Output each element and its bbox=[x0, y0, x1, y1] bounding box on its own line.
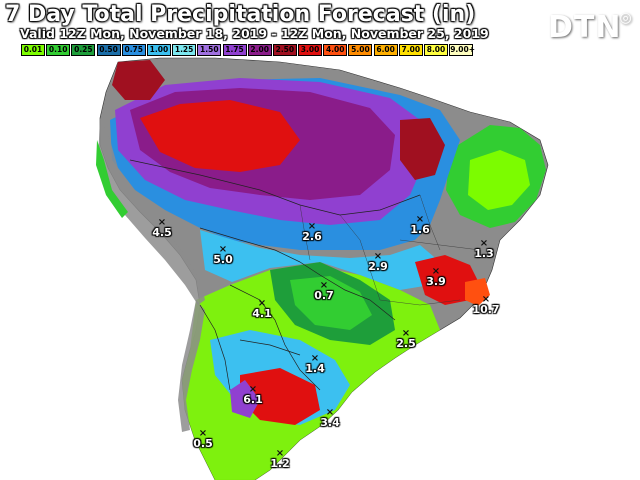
state-borders bbox=[299, 194, 481, 306]
map-title: 7 Day Total Precipitation Forecast (in) bbox=[5, 2, 476, 27]
andes-dry-strip bbox=[98, 118, 205, 305]
country-borders bbox=[129, 159, 421, 391]
station-marker-icon: × bbox=[374, 251, 382, 262]
station-marker-icon: × bbox=[308, 221, 316, 232]
point-value-label: 1.4 bbox=[305, 362, 325, 375]
point-value-label: 3.9 bbox=[426, 275, 446, 288]
precip-zone-red-southeast bbox=[415, 255, 480, 305]
point-value-label: 4.5 bbox=[152, 226, 172, 239]
legend-swatch: 5.00 bbox=[348, 44, 373, 56]
dtn-logo-text: DTN bbox=[548, 10, 622, 45]
legend-swatch: 3.00 bbox=[298, 44, 323, 56]
station-marker-icon: × bbox=[258, 298, 266, 309]
valid-period: Valid 12Z Mon, November 18, 2019 - 12Z M… bbox=[20, 26, 489, 41]
legend-swatch: 1.25 bbox=[172, 44, 197, 56]
station-marker-icon: × bbox=[311, 353, 319, 364]
precip-zone-purple-south bbox=[230, 380, 260, 418]
legend-swatch: 2.50 bbox=[272, 44, 297, 56]
station-marker-icon: × bbox=[432, 266, 440, 277]
precip-zone-green-northeast-light bbox=[468, 150, 530, 210]
precip-zone-green-central-light bbox=[290, 276, 372, 330]
precip-zone-orange-coast bbox=[465, 278, 490, 306]
point-value-label: 2.6 bbox=[302, 230, 322, 243]
precip-zone-red-peru bbox=[112, 60, 165, 100]
station-marker-icon: × bbox=[249, 384, 257, 395]
station-marker-icon: × bbox=[402, 328, 410, 339]
legend-swatch: 7.00 bbox=[398, 44, 423, 56]
point-value-label: 2.9 bbox=[368, 260, 388, 273]
legend-swatch: 8.00 bbox=[424, 44, 448, 56]
point-value-label: 10.7 bbox=[472, 303, 500, 316]
legend-swatch: 6.00 bbox=[373, 44, 398, 56]
andes-dry-strip-south bbox=[178, 300, 205, 432]
legend-swatch: 0.75 bbox=[121, 44, 146, 56]
station-marker-icon: × bbox=[219, 244, 227, 255]
precipitation-legend: 0.01 0.10 0.25 0.50 0.75 1.00 1.25 1.50 1.75 2.00… bbox=[21, 44, 475, 56]
point-value-label: 0.5 bbox=[193, 437, 213, 450]
station-markers: × × × × × × × × × × × × × × × × bbox=[158, 214, 490, 459]
station-marker-icon: × bbox=[276, 448, 284, 459]
precip-zone-cyan bbox=[200, 230, 440, 290]
precip-zone-red-amazon bbox=[140, 100, 300, 172]
dtn-logo-mark-icon: ◎ bbox=[619, 10, 633, 26]
legend-swatch: 9.00+ bbox=[449, 44, 475, 56]
station-marker-icon: × bbox=[320, 280, 328, 291]
legend-swatch: 2.00 bbox=[247, 44, 272, 56]
precip-zone-green-west-coast bbox=[96, 140, 128, 218]
precip-zone-red-south bbox=[240, 368, 320, 425]
legend-swatch: 0.01 bbox=[21, 44, 45, 56]
point-value-label: 2.5 bbox=[396, 337, 416, 350]
legend-swatch: 0.10 bbox=[46, 44, 71, 56]
legend-swatch: 1.00 bbox=[146, 44, 171, 56]
station-marker-icon: × bbox=[326, 407, 334, 418]
point-value-label: 1.3 bbox=[474, 247, 494, 260]
station-marker-icon: × bbox=[158, 217, 166, 228]
station-marker-icon: × bbox=[199, 428, 207, 439]
legend-swatch: 1.50 bbox=[197, 44, 222, 56]
legend-swatch: 1.75 bbox=[222, 44, 247, 56]
point-value-label: 5.0 bbox=[213, 253, 233, 266]
station-marker-icon: × bbox=[480, 238, 488, 249]
point-value-label: 3.4 bbox=[320, 416, 340, 429]
point-value-label: 6.1 bbox=[243, 393, 263, 406]
dtn-logo: DTN◎ bbox=[548, 10, 633, 45]
precip-zone-red-east bbox=[400, 118, 445, 180]
legend-swatch: 0.50 bbox=[96, 44, 121, 56]
legend-swatch: 4.00 bbox=[323, 44, 348, 56]
point-value-label: 1.6 bbox=[410, 223, 430, 236]
station-marker-icon: × bbox=[416, 214, 424, 225]
point-value-label: 1.2 bbox=[270, 457, 290, 470]
point-value-label: 0.7 bbox=[314, 289, 334, 302]
point-value-label: 4.1 bbox=[252, 307, 272, 320]
legend-swatch: 0.25 bbox=[71, 44, 96, 56]
station-marker-icon: × bbox=[482, 294, 490, 305]
